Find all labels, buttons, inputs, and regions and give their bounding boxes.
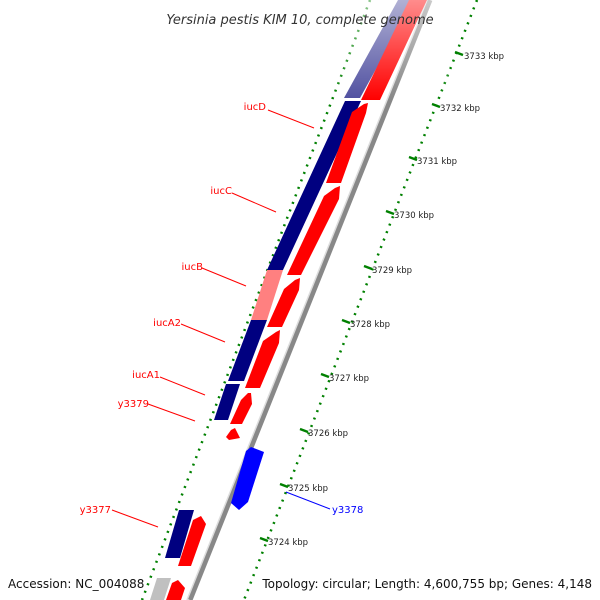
gene-arrow-y3378[interactable] <box>231 447 264 510</box>
conservation-segment <box>267 101 361 270</box>
tick-label: 3728 kbp <box>350 320 390 330</box>
map-title: Yersinia pestis KIM 10, complete genome <box>166 13 433 28</box>
leader-line-iucA1 <box>159 376 206 396</box>
tick-labels: 3733 kbp 3732 kbp 3731 kbp 3730 kbp 3729… <box>268 52 504 548</box>
gene-arrow-downstream <box>166 580 185 600</box>
outer-tick-ring <box>242 0 479 600</box>
leader-line-iucB <box>201 267 247 287</box>
leader-line-y3378 <box>285 491 331 510</box>
gene-arrow-y3377[interactable] <box>178 516 206 566</box>
gene-arrow-iucD[interactable] <box>326 103 368 183</box>
tick-mark <box>408 155 418 162</box>
fade-overlay <box>330 0 450 100</box>
tick-mark <box>299 427 309 434</box>
gene-label-iucC[interactable]: iucC <box>210 186 232 197</box>
tick-label: 3726 kbp <box>308 429 348 439</box>
gene-label-iucD[interactable]: iucD <box>244 102 267 113</box>
tick-label: 3729 kbp <box>372 266 412 276</box>
gene-label-y3377[interactable]: y3377 <box>80 505 111 516</box>
tick-label: 3732 kbp <box>440 104 480 114</box>
gene-arrow-iucA1[interactable] <box>230 393 252 424</box>
tick-mark <box>385 209 395 216</box>
gene-label-iucA1[interactable]: iucA1 <box>132 370 160 381</box>
conservation-segment <box>228 320 267 381</box>
conservation-segment <box>165 510 194 558</box>
leader-line-y3379 <box>147 403 196 422</box>
gene-arrow-y3379[interactable] <box>226 428 240 440</box>
conservation-segment <box>150 578 171 600</box>
leader-line-iucA2 <box>180 323 226 343</box>
gene-arrow-iucA2[interactable] <box>245 330 280 388</box>
tick-mark <box>341 318 351 325</box>
tick-mark <box>279 482 289 489</box>
inner-dotted-ring <box>140 0 372 600</box>
gene-label-y3379[interactable]: y3379 <box>118 399 149 410</box>
gene-arrow-iucC[interactable] <box>287 186 340 275</box>
tick-mark <box>454 50 464 57</box>
tick-label: 3733 kbp <box>464 52 504 62</box>
conservation-segment <box>251 270 283 320</box>
gene-label-iucA2[interactable]: iucA2 <box>153 318 181 329</box>
gene-label-iucB[interactable]: iucB <box>182 262 204 273</box>
leader-line-y3377 <box>111 509 159 528</box>
tick-mark <box>320 372 330 379</box>
tick-label: 3731 kbp <box>417 157 457 167</box>
tick-label: 3727 kbp <box>329 374 369 384</box>
tick-mark <box>259 536 269 543</box>
gene-label-y3378[interactable]: y3378 <box>332 505 363 516</box>
gene-arrow-iucB[interactable] <box>267 278 300 327</box>
leader-line-iucD <box>267 109 315 129</box>
conservation-segment <box>214 384 240 420</box>
tick-label: 3724 kbp <box>268 538 308 548</box>
tick-mark <box>431 102 441 109</box>
tick-label: 3730 kbp <box>394 211 434 221</box>
tick-marks <box>259 50 464 543</box>
tick-label: 3725 kbp <box>288 484 328 494</box>
gene-labels: iucD iucC iucB iucA2 iucA1 y3379 y3378 y… <box>80 102 364 516</box>
genome-summary-text: Topology: circular; Length: 4,600,755 bp… <box>262 577 592 591</box>
tick-mark <box>363 264 373 271</box>
leader-line-iucC <box>231 192 277 213</box>
accession-text: Accession: NC_004088 <box>8 577 145 591</box>
gene-leader-lines <box>111 109 331 528</box>
